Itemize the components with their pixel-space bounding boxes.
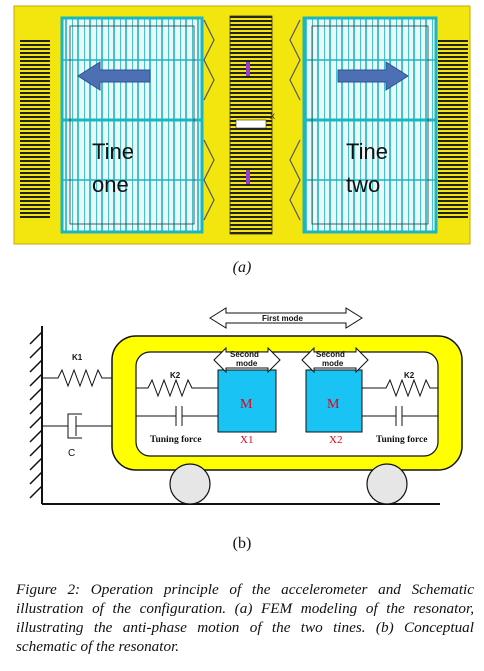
wheel-right xyxy=(366,463,408,505)
capacitor-left xyxy=(136,406,218,426)
panel-label-a: (a) xyxy=(232,259,252,276)
second-mode-right-line1: Second xyxy=(316,350,345,359)
ground-wall xyxy=(41,326,440,505)
k2-left-label: K2 xyxy=(170,371,181,380)
capacitor-right xyxy=(362,406,438,426)
right-comb xyxy=(438,40,468,220)
tuning-force-left: Tuning force xyxy=(150,435,201,445)
center-mark: x xyxy=(270,111,275,122)
x1-label: X1 xyxy=(240,434,253,446)
wall-hatching xyxy=(29,331,43,499)
second-mode-arrow-right-icon xyxy=(301,346,369,374)
tuning-force-right: Tuning force xyxy=(376,435,427,445)
k1-label: K1 xyxy=(72,353,83,362)
figure-caption: Figure 2: Operation principle of the acc… xyxy=(16,581,474,655)
tine-two-line1: Tine xyxy=(346,139,388,164)
k2-right-label: K2 xyxy=(404,371,415,380)
panel-label-b: (b) xyxy=(232,535,252,552)
tine-one-line1: Tine xyxy=(92,139,134,164)
tine-two-line2: two xyxy=(346,172,380,197)
fem-figure: x Tine one Tine two xyxy=(13,5,471,245)
spring-k2-right xyxy=(362,378,438,398)
spring-k1 xyxy=(42,368,112,388)
second-mode-left-line1: Second xyxy=(230,350,259,359)
flexures xyxy=(203,19,301,221)
tine-one-line2: one xyxy=(92,172,129,197)
mass-right xyxy=(305,369,363,433)
damper-c xyxy=(42,413,112,439)
schematic-figure: K1 C K2 K2 M M First mode Se xyxy=(29,307,463,505)
c-label: C xyxy=(68,448,75,459)
tine-one xyxy=(60,16,204,234)
arrow-left-icon xyxy=(77,61,151,91)
spring-k2-left xyxy=(136,378,218,398)
first-mode-label: First mode xyxy=(262,314,303,323)
mass-right-label: M xyxy=(327,397,340,412)
second-mode-left-line2: mode xyxy=(236,359,258,368)
second-mode-arrow-left-icon xyxy=(213,346,281,374)
mass-left xyxy=(217,369,277,433)
mass-left-label: M xyxy=(240,397,253,412)
left-comb xyxy=(20,40,50,220)
x2-label: X2 xyxy=(329,434,342,446)
wheel-left xyxy=(169,463,211,505)
tine-two xyxy=(302,16,438,234)
arrow-right-icon xyxy=(337,61,409,91)
first-mode-arrow-icon xyxy=(209,307,363,329)
second-mode-right-line2: mode xyxy=(322,359,344,368)
